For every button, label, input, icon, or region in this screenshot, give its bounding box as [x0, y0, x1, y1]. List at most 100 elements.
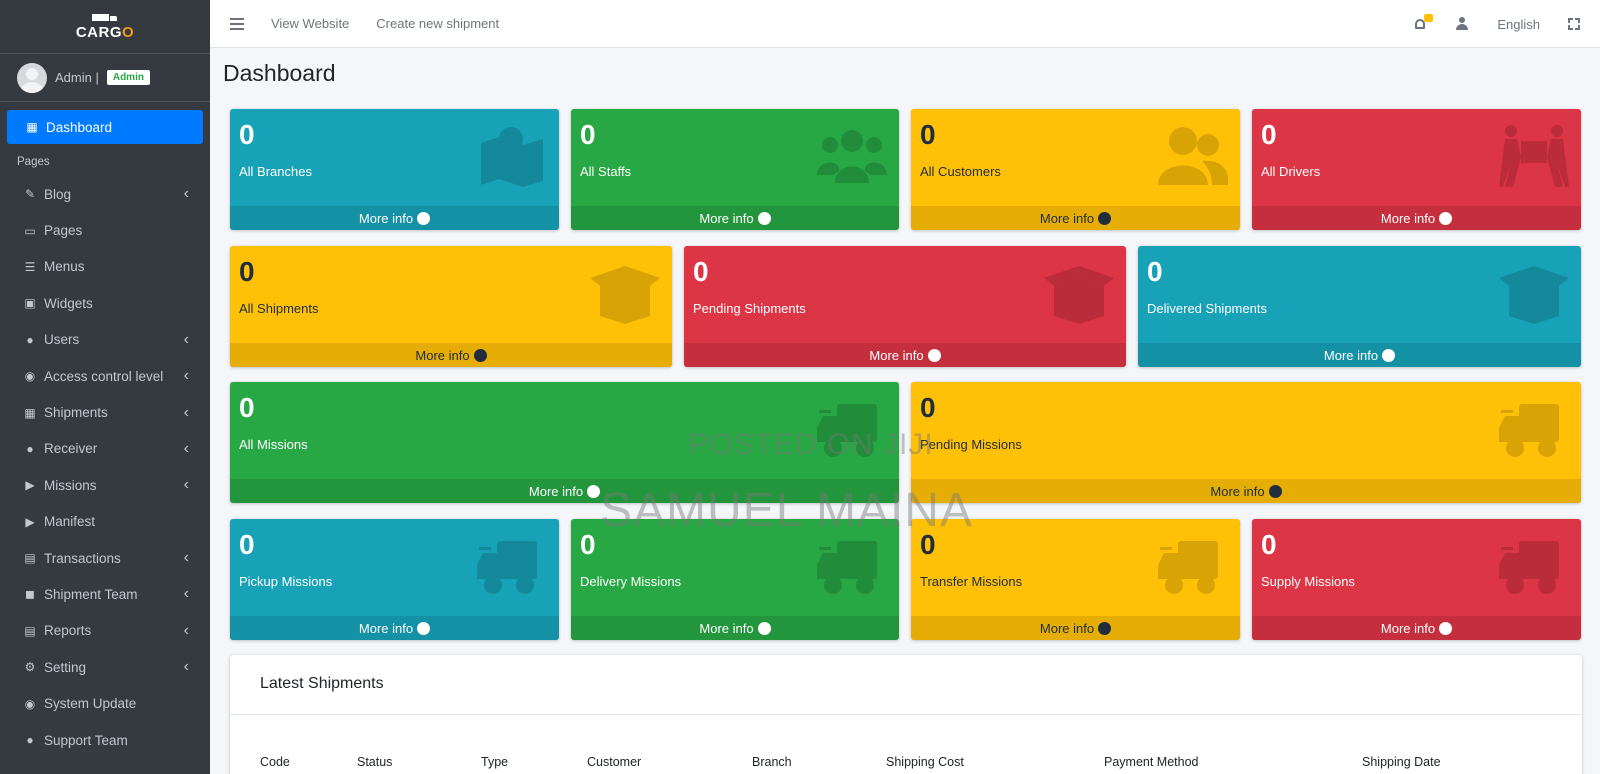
stat-box-supply-missions: 0 Supply Missions More info	[1252, 519, 1581, 640]
brand[interactable]: CARGO	[0, 0, 210, 54]
stat-box-pending-shipments: 0 Pending Shipments More info	[684, 246, 1126, 367]
stat-value: 0	[239, 119, 255, 150]
arrow-circle-right-icon	[1268, 484, 1282, 498]
chevron-left-icon: ‹	[183, 621, 189, 639]
chevron-left-icon: ‹	[183, 549, 189, 567]
column-header-type[interactable]: Type	[481, 755, 509, 769]
user-name[interactable]: Admin |	[55, 70, 99, 85]
stat-value: 0	[693, 256, 709, 287]
sidebar-item-menus[interactable]: ☰ Menus	[7, 249, 203, 285]
more-info-link[interactable]: More info	[1252, 616, 1581, 640]
more-info-label: More info	[1380, 210, 1436, 226]
column-header-shipping-date[interactable]: Shipping Date	[1362, 755, 1441, 769]
sidebar-item-reports[interactable]: ▤ Reports ‹	[7, 613, 203, 649]
column-header-shipping-cost[interactable]: Shipping Cost	[886, 755, 964, 769]
stat-box-all-customers: 0 All Customers More info	[911, 109, 1240, 230]
truck-icon	[477, 533, 547, 597]
stat-label: Pending Missions	[920, 437, 1022, 452]
sidebar-item-label: Dashboard	[46, 119, 113, 135]
more-info-link[interactable]: More info	[1138, 343, 1581, 367]
brand-accent: O	[122, 23, 135, 41]
avatar[interactable]	[17, 62, 47, 93]
stat-label: All Staffs	[580, 164, 632, 179]
more-info-link[interactable]: More info	[911, 206, 1240, 230]
stat-value: 0	[1261, 119, 1277, 150]
user-icon[interactable]	[1455, 17, 1469, 31]
box-open-icon	[1499, 260, 1569, 324]
column-header-payment-method[interactable]: Payment Method	[1104, 755, 1199, 769]
arrow-circle-right-icon	[757, 621, 771, 635]
more-info-label: More info	[358, 620, 414, 636]
stat-value: 0	[239, 256, 255, 287]
sidebar-item-transactions[interactable]: ▤ Transactions ‹	[7, 540, 203, 576]
more-info-link[interactable]: More info	[911, 616, 1240, 640]
more-info-link[interactable]: More info	[571, 206, 899, 230]
sidebar-item-access-control-level[interactable]: ◉ Access control level ‹	[7, 358, 203, 394]
chevron-left-icon: ‹	[183, 185, 189, 203]
language-selector[interactable]: English	[1497, 16, 1540, 32]
sidebar-item-support-team[interactable]: ● Support Team	[7, 722, 203, 758]
more-info-link[interactable]: More info	[230, 206, 559, 230]
sidebar-item-missions[interactable]: ▶ Missions ‹	[7, 467, 203, 503]
sidebar-item-widgets[interactable]: ▣ Widgets	[7, 285, 203, 321]
team-icon: ◼	[25, 587, 35, 602]
stat-value: 0	[1261, 529, 1277, 560]
role-badge: Admin	[106, 70, 150, 85]
more-info-link[interactable]: More info	[571, 616, 899, 640]
stat-label: All Missions	[239, 437, 308, 452]
sidebar-item-dashboard[interactable]: ▦ Dashboard	[7, 110, 203, 144]
stat-value: 0	[580, 529, 596, 560]
sidebar-item-shipment-team[interactable]: ◼ Shipment Team ‹	[7, 576, 203, 612]
sidebar-item-label: Pages	[44, 223, 83, 239]
arrow-circle-right-icon	[587, 484, 601, 498]
stat-label: Pending Shipments	[693, 301, 806, 316]
chevron-left-icon: ‹	[183, 585, 189, 603]
receiver-icon: ●	[26, 441, 34, 456]
column-header-status[interactable]: Status	[357, 755, 393, 769]
arrow-circle-right-icon	[1098, 621, 1112, 635]
stat-box-all-branches: 0 All Branches More info	[230, 109, 559, 230]
fullscreen-icon[interactable]	[1568, 18, 1580, 30]
sidebar-item-shipments[interactable]: ▦ Shipments ‹	[7, 394, 203, 430]
more-info-link[interactable]: More info	[911, 479, 1581, 503]
truck-icon	[817, 396, 887, 460]
stat-box-pickup-missions: 0 Pickup Missions More info	[230, 519, 559, 640]
brand-text: CARG	[75, 23, 122, 41]
sidebar-item-pages[interactable]: ▭ Pages	[7, 212, 203, 248]
column-header-branch[interactable]: Branch	[752, 755, 792, 769]
chevron-left-icon: ‹	[183, 330, 189, 348]
column-header-code[interactable]: Code	[260, 755, 290, 769]
sidebar-section-header: Pages	[17, 156, 50, 168]
menu-toggle-icon[interactable]	[230, 15, 244, 33]
box-icon: ▦	[24, 405, 36, 420]
create-shipment-link[interactable]: Create new shipment	[376, 16, 500, 31]
access-icon: ◉	[24, 369, 36, 384]
sidebar-item-blog[interactable]: ✎ Blog ‹	[7, 176, 203, 212]
more-info-link[interactable]: More info	[230, 479, 899, 503]
truck-icon: ▶	[25, 478, 35, 493]
sidebar-item-setting[interactable]: ⚙ Setting ‹	[7, 649, 203, 685]
more-info-link[interactable]: More info	[230, 616, 559, 640]
view-website-link[interactable]: View Website	[271, 16, 350, 31]
arrow-circle-right-icon	[927, 348, 941, 362]
stat-box-delivery-missions: 0 Delivery Missions More info	[571, 519, 899, 640]
sidebar-item-users[interactable]: ● Users ‹	[7, 322, 203, 358]
bell-icon[interactable]	[1413, 14, 1434, 31]
sidebar-item-system-update[interactable]: ◉ System Update	[7, 685, 203, 721]
sidebar-item-receiver[interactable]: ● Receiver ‹	[7, 431, 203, 467]
sidebar-item-label: Support Team	[44, 732, 128, 748]
stat-label: Delivery Missions	[580, 574, 682, 589]
sidebar-item-manifest[interactable]: ▶ Manifest	[7, 504, 203, 540]
sidebar-item-label: Widgets	[44, 295, 93, 311]
column-header-customer[interactable]: Customer	[587, 755, 642, 769]
stat-value: 0	[920, 529, 936, 560]
arrow-circle-right-icon	[1098, 211, 1112, 225]
more-info-link[interactable]: More info	[684, 343, 1126, 367]
stat-box-pending-missions: 0 Pending Missions More info	[911, 382, 1581, 503]
more-info-link[interactable]: More info	[230, 343, 672, 367]
widgets-icon: ▣	[24, 296, 36, 311]
stat-box-all-drivers: 0 All Drivers More info	[1252, 109, 1581, 230]
brand-logo[interactable]: CARGO	[75, 13, 135, 41]
arrow-circle-right-icon	[1382, 348, 1396, 362]
more-info-link[interactable]: More info	[1252, 206, 1581, 230]
